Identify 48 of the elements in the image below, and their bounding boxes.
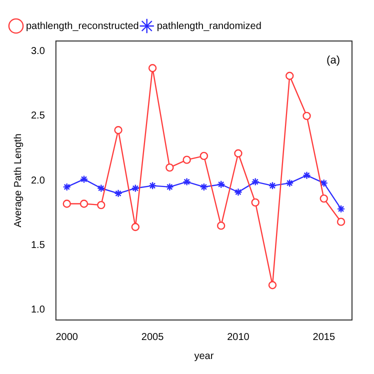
point bbox=[302, 112, 311, 120]
point bbox=[148, 182, 157, 190]
y-tick-label: 1.0 bbox=[30, 304, 46, 316]
point bbox=[114, 189, 122, 198]
point bbox=[148, 64, 157, 72]
y-tick-label: 3.0 bbox=[30, 46, 46, 58]
y-tick-label: 2.0 bbox=[30, 175, 46, 186]
point bbox=[166, 163, 174, 172]
y-tick-label: 1.5 bbox=[30, 240, 46, 251]
point bbox=[80, 200, 88, 208]
point bbox=[182, 156, 191, 164]
y-axis-title: Average Path Length bbox=[12, 134, 24, 228]
point bbox=[336, 218, 346, 226]
point bbox=[166, 182, 174, 192]
point bbox=[131, 222, 140, 232]
point bbox=[320, 178, 328, 188]
point bbox=[97, 184, 106, 192]
point bbox=[114, 126, 122, 134]
point bbox=[268, 182, 277, 190]
point bbox=[336, 204, 346, 214]
point bbox=[200, 152, 208, 160]
point bbox=[216, 222, 226, 230]
point bbox=[302, 171, 311, 180]
y-tick-label: 2.5 bbox=[30, 110, 46, 122]
point bbox=[320, 194, 328, 203]
point bbox=[286, 178, 294, 188]
x-tick-label: 2010 bbox=[227, 332, 250, 343]
point bbox=[182, 178, 191, 186]
legend-label: pathlength_reconstructed bbox=[26, 20, 139, 32]
point bbox=[286, 72, 294, 80]
point bbox=[200, 182, 208, 192]
point bbox=[216, 180, 226, 188]
point bbox=[251, 198, 260, 207]
point bbox=[234, 149, 242, 158]
point bbox=[97, 200, 106, 210]
x-tick-label: 2015 bbox=[312, 332, 336, 343]
point bbox=[268, 281, 277, 290]
x-tick-label: 2000 bbox=[56, 332, 78, 343]
annotation: (a) bbox=[326, 54, 340, 67]
point bbox=[251, 178, 260, 186]
point bbox=[131, 184, 140, 192]
point bbox=[80, 175, 88, 184]
point bbox=[62, 200, 71, 208]
x-tick-label: 2005 bbox=[141, 332, 164, 343]
point bbox=[234, 188, 242, 196]
point bbox=[62, 182, 71, 192]
legend-label: pathlength_randomized bbox=[156, 20, 262, 32]
x-axis-title: year bbox=[194, 350, 214, 362]
